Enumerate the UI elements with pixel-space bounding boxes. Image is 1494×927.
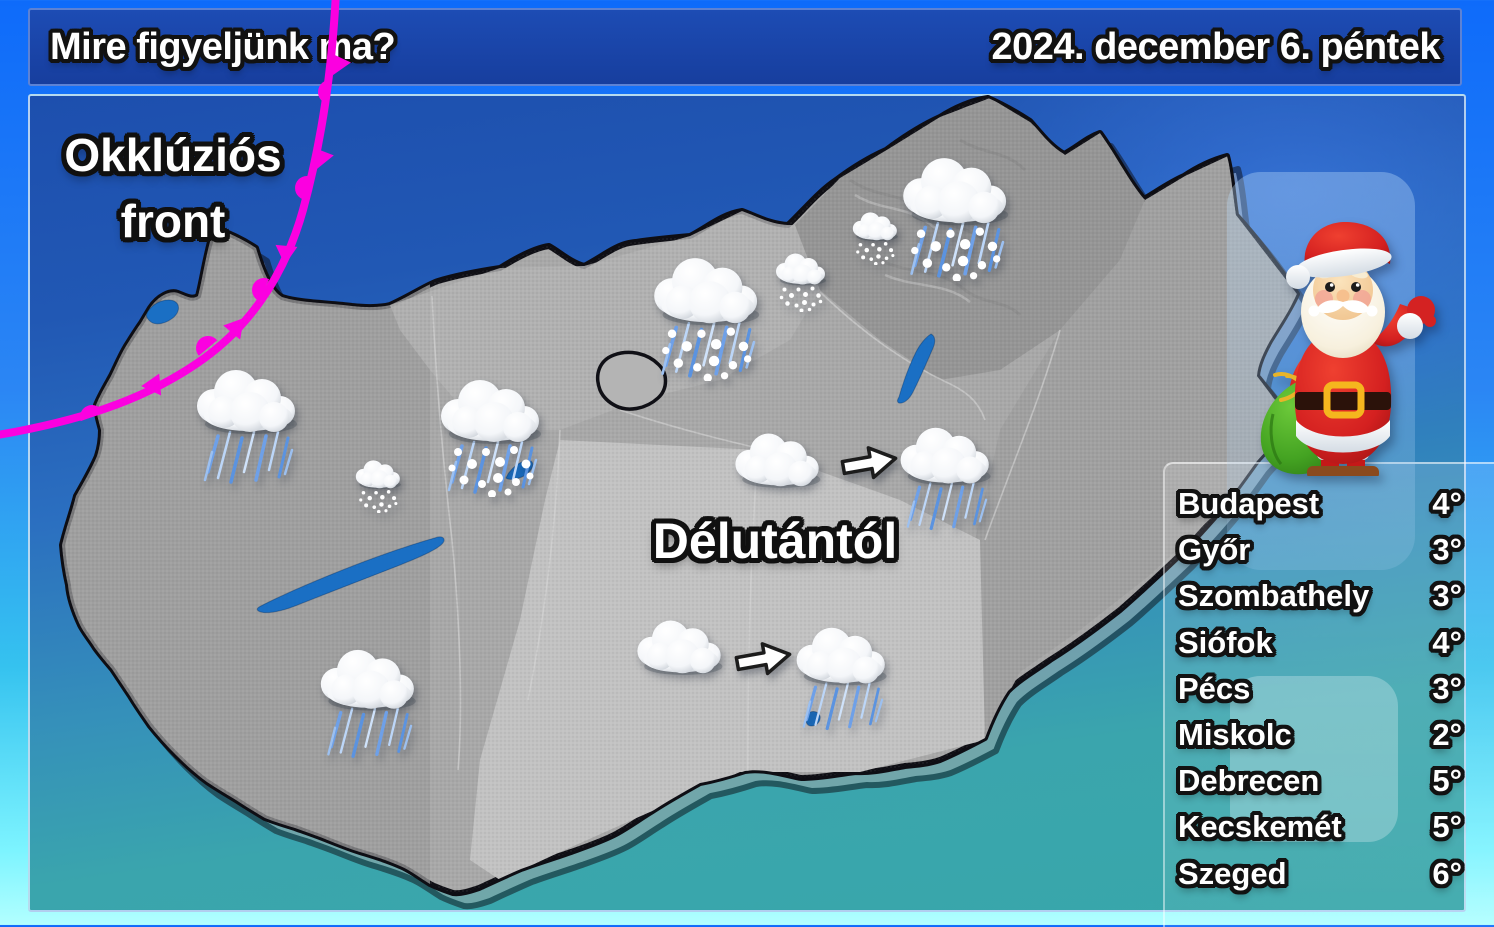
city-row: Győr 3° xyxy=(1178,527,1462,573)
map-annotation: Délutántól xyxy=(652,513,898,569)
city-temperature: 5° xyxy=(1432,763,1462,799)
city-row: Miskolc 2° xyxy=(1178,712,1462,758)
front-label-line2: front xyxy=(120,195,226,247)
city-temperature-list: Budapest 4° Győr 3° Szombathely 3° Siófok 4° Péc… xyxy=(1178,481,1462,897)
city-temperature: 4° xyxy=(1432,486,1462,522)
city-row: Szombathely 3° xyxy=(1178,573,1462,619)
city-temperature: 2° xyxy=(1432,717,1462,753)
city-name: Pécs xyxy=(1178,670,1251,706)
front-label-line1: Okklúziós xyxy=(64,129,282,181)
city-temperature: 6° xyxy=(1432,855,1462,891)
date-label: 2024. december 6. péntek xyxy=(991,25,1441,68)
city-name: Debrecen xyxy=(1178,763,1320,799)
city-row: Pécs 3° xyxy=(1178,666,1462,712)
city-name: Miskolc xyxy=(1178,717,1292,753)
city-name: Szombathely xyxy=(1178,578,1370,614)
city-row: Siófok 4° xyxy=(1178,620,1462,666)
city-name: Budapest xyxy=(1178,486,1320,522)
front-label: Okklúziós front xyxy=(38,122,308,254)
city-row: Szeged 6° xyxy=(1178,851,1462,897)
city-temperature: 3° xyxy=(1432,670,1462,706)
city-temperature: 3° xyxy=(1432,532,1462,568)
header-bar: Mire figyeljünk ma? 2024. december 6. pé… xyxy=(28,8,1462,86)
city-name: Kecskemét xyxy=(1178,809,1342,845)
city-temperature: 4° xyxy=(1432,624,1462,660)
city-name: Győr xyxy=(1178,532,1251,568)
city-temperature: 5° xyxy=(1432,809,1462,845)
city-name: Szeged xyxy=(1178,855,1287,891)
city-row: Budapest 4° xyxy=(1178,481,1462,527)
city-temperature: 3° xyxy=(1432,578,1462,614)
page-title: Mire figyeljünk ma? xyxy=(50,25,396,68)
city-name: Siófok xyxy=(1178,624,1273,660)
santa-claus-illustration xyxy=(1260,222,1436,476)
city-row: Debrecen 5° xyxy=(1178,758,1462,804)
city-row: Kecskemét 5° xyxy=(1178,804,1462,850)
